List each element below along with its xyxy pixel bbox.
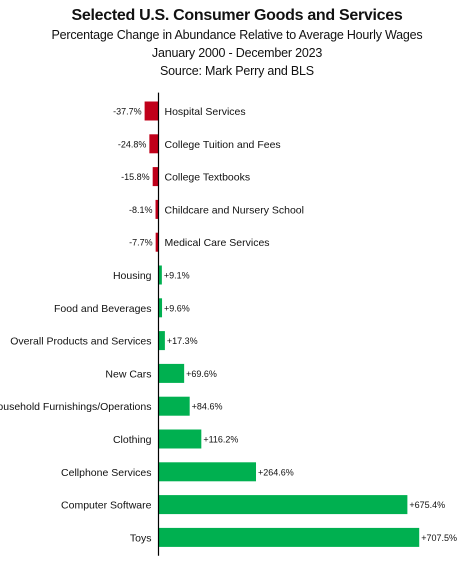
value-label: +707.5% xyxy=(421,533,457,543)
bar xyxy=(158,298,163,318)
bar xyxy=(152,167,159,187)
category-label: College Textbooks xyxy=(165,172,251,184)
value-label: -37.7% xyxy=(113,107,142,117)
category-label: Food and Beverages xyxy=(54,303,151,315)
value-label: +17.3% xyxy=(167,336,198,346)
bar xyxy=(158,331,165,351)
category-label: Childcare and Nursery School xyxy=(165,204,304,216)
chart-title: Selected U.S. Consumer Goods and Service… xyxy=(71,7,403,24)
value-label: +675.4% xyxy=(409,500,445,510)
category-label: Household Furnishings/Operations xyxy=(0,401,152,413)
category-label: Overall Products and Services xyxy=(10,336,151,348)
value-label: +9.6% xyxy=(164,303,190,313)
chart-subtitle-2: January 2000 - December 2023 xyxy=(151,46,323,60)
bar xyxy=(155,232,159,252)
category-label: Cellphone Services xyxy=(61,467,151,479)
chart-header: Selected U.S. Consumer Goods and Service… xyxy=(0,6,474,80)
value-label: +116.2% xyxy=(203,435,238,445)
bar xyxy=(158,495,408,515)
bar xyxy=(158,363,185,383)
chart-subtitle-1: Percentage Change in Abundance Relative … xyxy=(51,28,423,42)
category-label: Clothing xyxy=(113,434,152,446)
value-label: -7.7% xyxy=(129,238,153,248)
bar xyxy=(158,396,190,416)
category-label: Hospital Services xyxy=(165,106,246,118)
value-label: -24.8% xyxy=(118,139,147,149)
value-label: +69.6% xyxy=(186,369,217,379)
bar xyxy=(158,527,420,547)
chart-subtitle-3: Source: Mark Perry and BLS xyxy=(160,64,314,78)
value-label: +9.1% xyxy=(164,271,190,281)
category-label: Housing xyxy=(113,270,152,282)
bar xyxy=(158,265,162,285)
category-label: Computer Software xyxy=(61,500,152,512)
bar xyxy=(158,429,202,449)
value-label: -8.1% xyxy=(129,205,153,215)
value-label: -15.8% xyxy=(121,172,150,182)
bar xyxy=(155,199,159,219)
category-label: Toys xyxy=(130,532,152,544)
category-label: College Tuition and Fees xyxy=(165,139,281,151)
bar xyxy=(149,134,159,154)
bar xyxy=(158,462,257,482)
category-label: New Cars xyxy=(105,368,151,380)
category-label: Medical Care Services xyxy=(165,237,270,249)
bar xyxy=(144,101,159,121)
value-label: +264.6% xyxy=(258,467,294,477)
value-label: +84.6% xyxy=(192,402,223,412)
